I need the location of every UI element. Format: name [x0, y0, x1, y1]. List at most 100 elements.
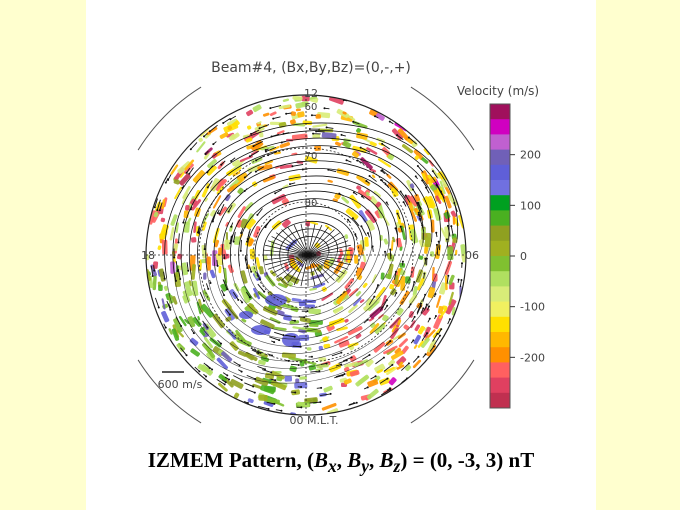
- velocity-cell: [177, 253, 183, 260]
- velocity-cell: [369, 306, 384, 319]
- colorbar-swatch: [490, 195, 510, 211]
- flow-vector-origin: [340, 363, 343, 366]
- flow-vector: [287, 226, 309, 256]
- velocity-cell: [283, 314, 292, 321]
- velocity-cell: [297, 401, 310, 408]
- flow-vector: [271, 254, 309, 274]
- velocity-cell: [184, 204, 190, 211]
- flow-vector-origin: [338, 192, 341, 195]
- velocity-cell: [379, 377, 391, 386]
- velocity-cell: [277, 282, 288, 289]
- flow-vector-origin: [226, 288, 229, 291]
- flow-vector: [422, 294, 426, 302]
- flow-vector: [432, 170, 438, 179]
- flow-vector-origin: [254, 170, 257, 173]
- velocity-cell: [366, 388, 379, 400]
- velocity-cell: [309, 287, 318, 291]
- flow-vector: [290, 363, 299, 366]
- flow-streamline: [190, 241, 432, 362]
- flow-vector-origin: [377, 284, 380, 287]
- velocity-cell: [206, 127, 218, 136]
- flow-vector: [405, 195, 411, 203]
- flow-vector-origin: [267, 154, 270, 157]
- flow-vector: [438, 241, 441, 251]
- velocity-cell: [182, 185, 191, 199]
- flow-vector-origin: [252, 385, 255, 388]
- flow-vector-origin: [181, 186, 184, 189]
- velocity-cell: [170, 214, 178, 226]
- flow-vector: [247, 228, 251, 240]
- flow-vector: [450, 226, 454, 236]
- flow-vector: [271, 133, 280, 137]
- velocity-cell: [245, 218, 256, 230]
- velocity-cell: [246, 125, 252, 130]
- velocity-cell: [255, 257, 261, 270]
- flow-vector-origin: [447, 274, 450, 277]
- flow-vector: [265, 146, 277, 152]
- colorbar-swatch: [490, 347, 510, 363]
- flow-vector-origin: [352, 191, 355, 194]
- flow-vector-origin: [177, 241, 180, 244]
- velocity-cell: [247, 238, 254, 247]
- velocity-cell: [174, 186, 182, 200]
- colorbar-swatch: [490, 210, 510, 227]
- velocity-cell: [461, 253, 466, 263]
- flow-vector: [436, 244, 439, 256]
- flow-vector-origin: [381, 142, 384, 145]
- flow-vector: [274, 189, 283, 194]
- velocity-cell: [460, 244, 466, 258]
- flow-vector: [199, 292, 205, 302]
- flow-vector: [186, 262, 189, 271]
- flow-vector: [207, 180, 213, 188]
- flow-vector: [281, 229, 309, 256]
- flow-vector-origin: [189, 208, 192, 211]
- velocity-cell: [310, 271, 315, 276]
- velocity-cell: [281, 352, 296, 359]
- velocity-cell: [438, 282, 448, 295]
- flow-vector: [316, 130, 325, 133]
- flow-streamline: [206, 243, 415, 347]
- flow-vector: [265, 254, 309, 266]
- flow-vector-origin: [258, 127, 261, 130]
- flow-streamline: [247, 248, 372, 310]
- flow-vector-origin: [278, 339, 281, 342]
- velocity-cell: [214, 239, 220, 248]
- flow-vector: [384, 340, 391, 347]
- flow-vector-origin: [232, 240, 235, 243]
- velocity-cell: [244, 352, 255, 361]
- flow-vector-origin: [394, 270, 397, 273]
- velocity-cell: [284, 375, 293, 382]
- flow-vector-origin: [371, 245, 374, 248]
- flow-vector-origin: [239, 249, 242, 252]
- flow-vector-origin: [346, 218, 349, 221]
- flow-vector: [259, 124, 270, 129]
- velocity-cell: [443, 211, 451, 219]
- flow-vector-origin: [386, 304, 389, 307]
- flow-vector-origin: [380, 179, 383, 182]
- velocity-cell: [290, 111, 296, 116]
- flow-vector-origin: [417, 211, 420, 214]
- velocity-cell: [171, 328, 180, 341]
- colorbar-swatch: [490, 149, 510, 166]
- flow-vector: [265, 244, 309, 256]
- velocity-cell: [158, 284, 163, 292]
- velocity-cell: [397, 319, 402, 326]
- flow-vector-origin: [264, 150, 267, 153]
- flow-vector: [175, 261, 178, 272]
- velocity-cell: [428, 199, 435, 209]
- flow-vector: [250, 347, 261, 354]
- velocity-cell: [233, 392, 240, 399]
- velocity-cell: [203, 336, 213, 349]
- velocity-cell: [362, 282, 368, 288]
- flow-vector-origin: [263, 290, 266, 293]
- velocity-cell: [396, 307, 404, 316]
- mlt-label-top: 12: [304, 87, 318, 100]
- flow-vector-origin: [352, 120, 355, 123]
- velocity-cell: [173, 179, 180, 185]
- velocity-cell: [321, 292, 334, 301]
- velocity-cell: [427, 339, 436, 353]
- velocity-cell: [218, 247, 223, 256]
- flow-vector: [343, 356, 352, 362]
- velocity-cell: [348, 288, 359, 297]
- flow-vector-origin: [325, 362, 328, 365]
